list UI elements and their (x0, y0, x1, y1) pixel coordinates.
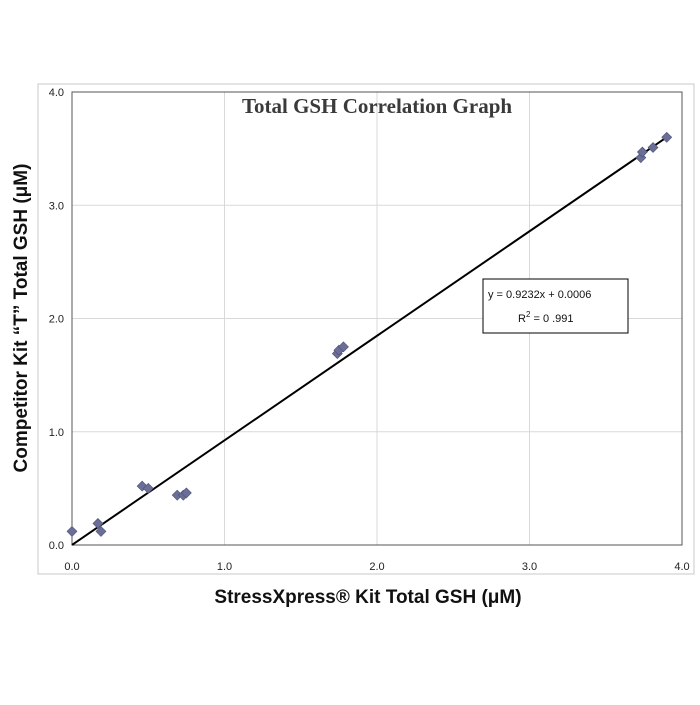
data-point (66, 525, 78, 537)
data-point (636, 146, 648, 158)
x-tick-label: 4.0 (674, 561, 689, 573)
trendline-equation: y = 0.9232x + 0.0006 (488, 289, 591, 301)
equation-box: y = 0.9232x + 0.0006 R2 = 0 .991 (482, 278, 629, 334)
data-point (95, 525, 107, 537)
y-tick-label: 3.0 (49, 200, 64, 212)
r-squared-label: R2 = 0 .991 (518, 310, 574, 325)
y-tick-label: 0.0 (49, 540, 64, 552)
grid-lines (72, 92, 682, 545)
data-point (647, 142, 659, 153)
x-tick-label: 0.0 (64, 561, 79, 573)
x-tick-label: 1.0 (217, 561, 232, 573)
data-points (66, 131, 673, 537)
equation-box-frame (482, 278, 629, 334)
x-axis-title: StressXpress® Kit Total GSH (μM) (214, 587, 521, 608)
chart-title: Total GSH Correlation Graph (242, 94, 512, 118)
r-squared-value: = 0 .991 (530, 313, 573, 325)
y-tick-label: 1.0 (49, 427, 64, 439)
data-point (180, 487, 192, 499)
y-axis-title: Competitor Kit “T” Total GSH (μM) (11, 164, 32, 473)
trendline (71, 136, 668, 546)
tick-labels: 0.0 1.0 2.0 3.0 4.0 0.0 1.0 2.0 3.0 4.0 (49, 87, 690, 573)
data-point (142, 482, 154, 494)
plot-area-border (71, 91, 683, 546)
r-squared-prefix: R (518, 313, 526, 325)
r-squared-sup: 2 (526, 310, 531, 319)
x-tick-label: 3.0 (522, 561, 537, 573)
data-point (338, 341, 349, 353)
y-tick-label: 2.0 (49, 314, 64, 326)
data-point (661, 131, 673, 143)
x-tick-label: 2.0 (369, 561, 384, 573)
data-point (92, 518, 104, 529)
y-tick-label: 4.0 (49, 87, 64, 99)
